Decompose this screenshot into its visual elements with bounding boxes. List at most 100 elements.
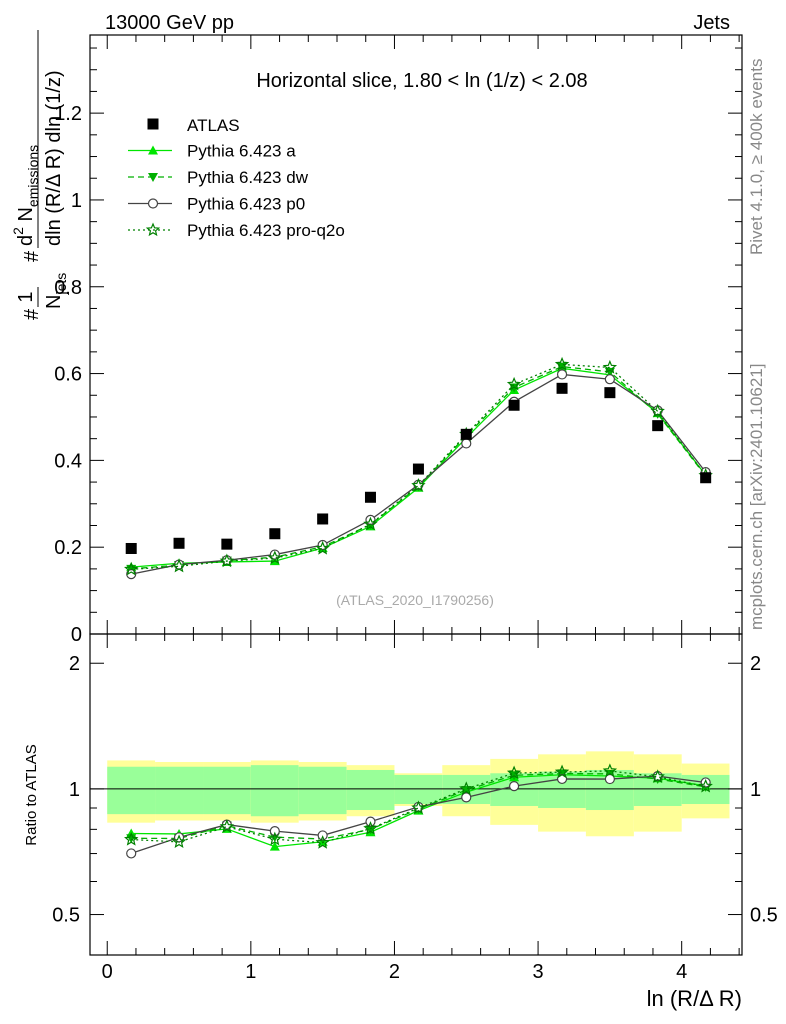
y-tick-label: 0.6 [54, 364, 82, 386]
y-label-one: 1 [15, 291, 37, 302]
series-2-point [556, 369, 568, 380]
y-label-n-sub: emissions [25, 145, 41, 207]
x-tick-label: 2 [389, 961, 400, 983]
series-3-point [171, 558, 187, 573]
atlas-data-point [317, 513, 329, 525]
y-axis-label: # 1 Njets # d2 Nemissions dln (R/Δ R) dl… [10, 30, 69, 320]
legend: ATLAS Pythia 6.423 a Pythia 6.423 dw Pythia… [128, 116, 345, 240]
atlas-data-point [269, 528, 281, 540]
svg-text:d2 Nemissions: d2 Nemissions [10, 145, 41, 246]
x-tick-label: 0 [102, 961, 113, 983]
series-3-ratio-point [650, 769, 665, 783]
series-3-point [554, 356, 570, 371]
mcplots-credit-label: mcplots.cern.ch [arXiv:2401.10621] [747, 363, 766, 630]
series-3-point [650, 403, 665, 418]
y-tick-label: 1.2 [54, 103, 82, 125]
series-3-point [506, 376, 522, 391]
series-3-point [602, 359, 618, 374]
axes [89, 34, 743, 956]
ratio-tick-label-right: 0.5 [750, 905, 778, 927]
y-label-hash-2: # [21, 250, 43, 262]
atlas-data-point [125, 542, 137, 554]
series-2-point [269, 549, 280, 560]
atlas-data-point [364, 491, 376, 503]
ratio-axis-label: Ratio to ATLAS [23, 744, 40, 845]
series-3-ratio-point [554, 764, 570, 779]
ratio-plot-series [124, 763, 713, 859]
main-plot-series [124, 356, 713, 580]
series-2-point [461, 438, 472, 449]
series-3-ratio-point [411, 800, 426, 815]
series-3-ratio-point [459, 781, 474, 796]
legend-series-1-marker [148, 173, 158, 182]
y-tick-label: 0 [71, 624, 82, 646]
legend-series-3-marker [145, 222, 161, 237]
series-3-point [315, 540, 330, 555]
band-inner-bin [250, 765, 299, 817]
legend-series-2-marker [147, 198, 159, 209]
legend-series-1-label: Pythia 6.423 dw [187, 168, 309, 187]
legend-series-3-label: Pythia 6.423 pro-q2o [187, 221, 345, 240]
y-label-denominator: dln (R/Δ R) dln (1/z) [43, 70, 65, 246]
analysis-watermark: (ATLAS_2020_I1790256) [336, 592, 494, 608]
atlas-data-point [604, 387, 616, 399]
series-1-ratio-point [365, 825, 376, 835]
series-3-point [267, 550, 283, 565]
ratio-tick-label-left: 0.5 [52, 905, 80, 927]
series-3-point [219, 553, 235, 568]
atlas-data-point [652, 420, 664, 432]
y-tick-label: 1 [71, 190, 82, 212]
series-2-point [126, 568, 137, 580]
y-label-d: d [15, 235, 37, 246]
series-3-point [124, 561, 139, 576]
x-tick-label: 4 [676, 961, 687, 983]
series-3-ratio-point [171, 834, 187, 849]
svg-text:1: 1 [15, 291, 37, 302]
series-3-ratio-point [219, 819, 235, 833]
svg-text:dln (R/Δ R) dln (1/z): dln (R/Δ R) dln (1/z) [43, 70, 65, 246]
band-inner-bin [298, 766, 347, 815]
chart-title: Horizontal slice, 1.80 < ln (1/z) < 2.08 [256, 70, 587, 92]
series-3-ratio-line [131, 770, 706, 844]
legend-atlas-label: ATLAS [187, 116, 240, 135]
series-1-ratio-point [126, 834, 137, 844]
atlas-data-point [412, 463, 424, 475]
tick-marks [90, 35, 742, 956]
svg-text:Njets: Njets [43, 273, 69, 309]
legend-series-0-label: Pythia 6.423 a [187, 142, 296, 161]
series-3-ratio-point [315, 835, 330, 849]
series-2-point [604, 374, 615, 385]
series-3-ratio-point [698, 778, 713, 793]
series-3-ratio-point [602, 763, 618, 778]
y-tick-label: 0.8 [54, 277, 82, 299]
atlas-data-point [700, 472, 712, 484]
x-tick-label: 1 [245, 961, 256, 983]
legend-series-2-label: Pythia 6.423 p0 [187, 195, 305, 214]
svg-text:#: # [21, 250, 43, 262]
svg-text:#: # [21, 308, 43, 320]
band-inner-bin [155, 766, 204, 815]
x-axis-label: ln (R/Δ R) [647, 986, 742, 1011]
atlas-data-point [173, 537, 185, 549]
legend-series-0-marker [148, 145, 158, 155]
y-tick-label: 0.4 [54, 450, 82, 472]
atlas-data-point [508, 399, 520, 411]
rivet-version-label: Rivet 4.1.0, ≥ 400k events [747, 58, 766, 255]
atlas-data-point [221, 538, 233, 550]
series-3-ratio-point [363, 821, 378, 835]
ratio-tick-label-left: 1 [69, 779, 80, 801]
y-label-n: N [15, 207, 37, 227]
series-3-line [131, 363, 707, 570]
atlas-data-point [460, 428, 472, 440]
series-3-ratio-point [506, 765, 522, 780]
band-inner-bin [203, 766, 251, 815]
band-inner-bin [346, 769, 395, 811]
series-3-point [363, 516, 378, 531]
series-2-ratio-point [508, 781, 520, 792]
series-2-ratio-point [269, 826, 280, 837]
y-label-hash: # [21, 308, 43, 320]
legend-atlas-marker [147, 118, 159, 130]
series-2-ratio-point [126, 848, 137, 859]
y-label-njets: N [43, 295, 65, 309]
